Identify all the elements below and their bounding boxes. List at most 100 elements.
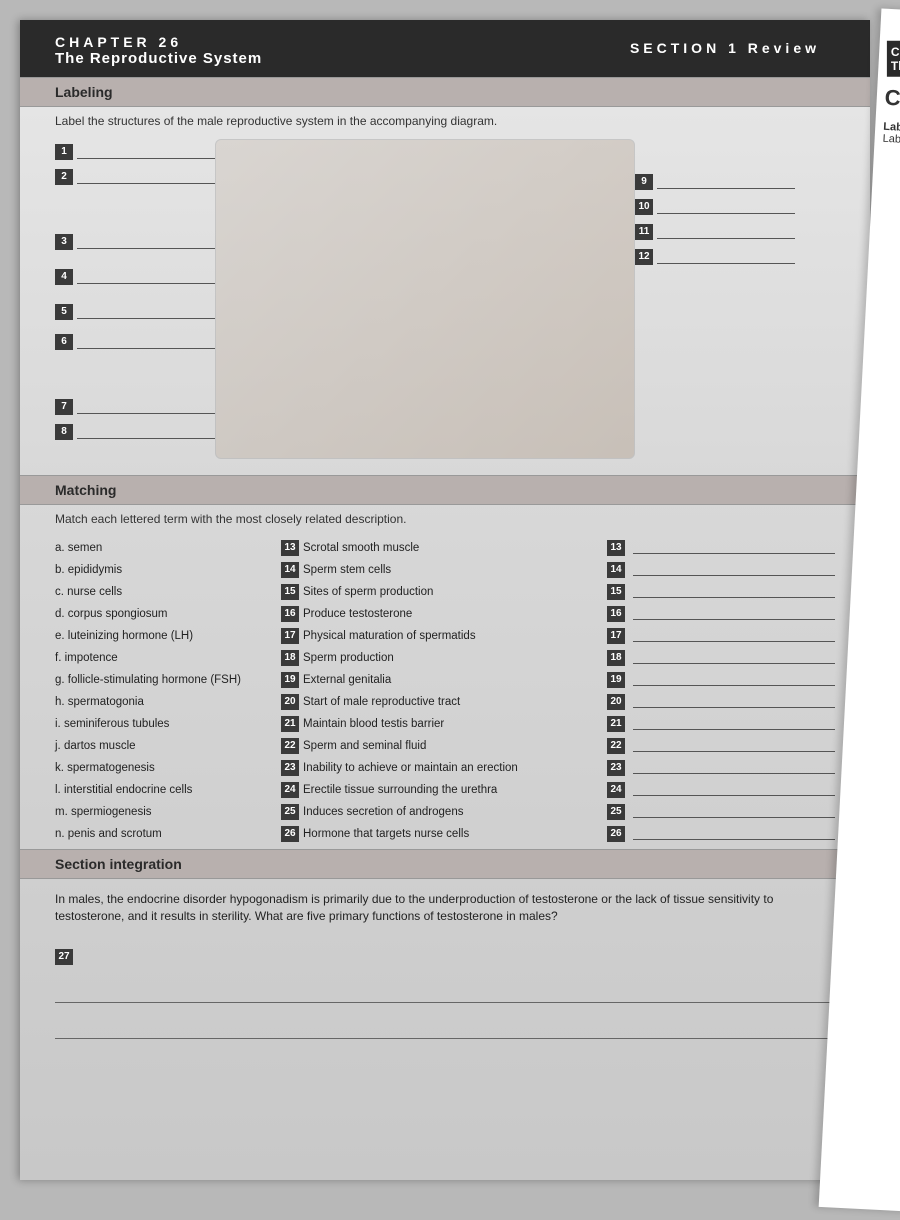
- description-row: 25Induces secretion of androgens: [281, 801, 591, 823]
- answer-blank[interactable]: [633, 696, 835, 708]
- label-blank[interactable]: [657, 175, 795, 189]
- anatomy-diagram: [215, 139, 635, 459]
- label-blank[interactable]: [657, 200, 795, 214]
- term-row: c. nurse cells: [55, 581, 265, 603]
- blank-number: 25: [607, 804, 625, 820]
- diagram-label-left: 7: [55, 399, 215, 415]
- integration-question: In males, the endocrine disorder hypogon…: [55, 891, 835, 925]
- blank-number: 20: [607, 694, 625, 710]
- integration-heading: Section integration: [20, 849, 870, 879]
- term-row: h. spermatogonia: [55, 691, 265, 713]
- section-label: SECTION 1 Review: [630, 34, 850, 56]
- edge-tab: CHAP The R: [887, 41, 900, 77]
- answer-blank[interactable]: [633, 608, 835, 620]
- answer-line[interactable]: [55, 985, 835, 1003]
- blank-number: 15: [607, 584, 625, 600]
- label-number: 8: [55, 424, 73, 440]
- answer-blank[interactable]: [633, 762, 835, 774]
- diagram-label-left: 2: [55, 169, 215, 185]
- blank-number: 18: [607, 650, 625, 666]
- answer-blank[interactable]: [633, 718, 835, 730]
- label-blank[interactable]: [77, 270, 215, 284]
- answer-number: 27: [55, 949, 73, 965]
- worksheet-page: CHAPTER 26 The Reproductive System SECTI…: [20, 20, 870, 1180]
- desc-number: 18: [281, 650, 299, 666]
- desc-number: 19: [281, 672, 299, 688]
- desc-text: Sperm production: [303, 652, 394, 664]
- desc-text: Erectile tissue surrounding the urethra: [303, 784, 497, 796]
- description-row: 24Erectile tissue surrounding the urethr…: [281, 779, 591, 801]
- answer-blank[interactable]: [633, 586, 835, 598]
- answer-blank[interactable]: [633, 674, 835, 686]
- desc-number: 17: [281, 628, 299, 644]
- desc-text: Hormone that targets nurse cells: [303, 828, 469, 840]
- label-blank[interactable]: [657, 250, 795, 264]
- blank-number: 13: [607, 540, 625, 556]
- description-row: 17Physical maturation of spermatids: [281, 625, 591, 647]
- answer-blank-row: 20: [607, 691, 835, 713]
- desc-text: Maintain blood testis barrier: [303, 718, 444, 730]
- label-number: 4: [55, 269, 73, 285]
- description-row: 14Sperm stem cells: [281, 559, 591, 581]
- answer-blank-row: 17: [607, 625, 835, 647]
- answer-blank-row: 14: [607, 559, 835, 581]
- labeling-heading: Labeling: [20, 77, 870, 107]
- answer-blank-row: 26: [607, 823, 835, 845]
- desc-text: Inability to achieve or maintain an erec…: [303, 762, 518, 774]
- matching-area: a. semenb. epididymisc. nurse cellsd. co…: [20, 533, 870, 849]
- answer-blank[interactable]: [633, 828, 835, 840]
- desc-number: 13: [281, 540, 299, 556]
- term-row: i. seminiferous tubules: [55, 713, 265, 735]
- answer-blank[interactable]: [633, 630, 835, 642]
- label-number: 1: [55, 144, 73, 160]
- description-row: 26Hormone that targets nurse cells: [281, 823, 591, 845]
- description-row: 23Inability to achieve or maintain an er…: [281, 757, 591, 779]
- label-blank[interactable]: [77, 305, 215, 319]
- description-row: 21Maintain blood testis barrier: [281, 713, 591, 735]
- desc-text: Produce testosterone: [303, 608, 412, 620]
- answer-blank-row: 18: [607, 647, 835, 669]
- answer-blank-row: 16: [607, 603, 835, 625]
- diagram-label-left: 6: [55, 334, 215, 350]
- answer-blanks-column: 1314151617181920212223242526: [607, 537, 835, 845]
- desc-text: Sperm stem cells: [303, 564, 391, 576]
- page-header: CHAPTER 26 The Reproductive System SECTI…: [20, 20, 870, 77]
- blank-number: 21: [607, 716, 625, 732]
- label-number: 10: [635, 199, 653, 215]
- term-row: k. spermatogenesis: [55, 757, 265, 779]
- term-row: j. dartos muscle: [55, 735, 265, 757]
- label-blank[interactable]: [657, 225, 795, 239]
- description-row: 19External genitalia: [281, 669, 591, 691]
- matching-instructions: Match each lettered term with the most c…: [20, 505, 870, 533]
- label-blank[interactable]: [77, 335, 215, 349]
- diagram-label-right: 11: [635, 224, 795, 240]
- answer-blank[interactable]: [633, 542, 835, 554]
- label-blank[interactable]: [77, 235, 215, 249]
- desc-text: Sites of sperm production: [303, 586, 433, 598]
- term-row: b. epididymis: [55, 559, 265, 581]
- blank-number: 24: [607, 782, 625, 798]
- label-blank[interactable]: [77, 400, 215, 414]
- diagram-label-left: 1: [55, 144, 215, 160]
- edge-l2: Label the: [882, 133, 900, 149]
- chapter-title: The Reproductive System: [55, 50, 262, 67]
- label-blank[interactable]: [77, 425, 215, 439]
- answer-blank[interactable]: [633, 806, 835, 818]
- term-row: m. spermiogenesis: [55, 801, 265, 823]
- edge-tab-2: The R: [891, 59, 900, 73]
- desc-number: 22: [281, 738, 299, 754]
- desc-number: 25: [281, 804, 299, 820]
- desc-text: Scrotal smooth muscle: [303, 542, 419, 554]
- label-blank[interactable]: [77, 170, 215, 184]
- blank-number: 14: [607, 562, 625, 578]
- label-blank[interactable]: [77, 145, 215, 159]
- diagram-label-right: 12: [635, 249, 795, 265]
- answer-blank[interactable]: [633, 784, 835, 796]
- answer-blank[interactable]: [633, 564, 835, 576]
- answer-blank[interactable]: [633, 740, 835, 752]
- descriptions-column: 13 Scrotal smooth muscle 14Sperm stem cell…: [281, 537, 591, 845]
- label-number: 12: [635, 249, 653, 265]
- answer-blank[interactable]: [633, 652, 835, 664]
- answer-line[interactable]: [55, 1021, 835, 1039]
- desc-number: 15: [281, 584, 299, 600]
